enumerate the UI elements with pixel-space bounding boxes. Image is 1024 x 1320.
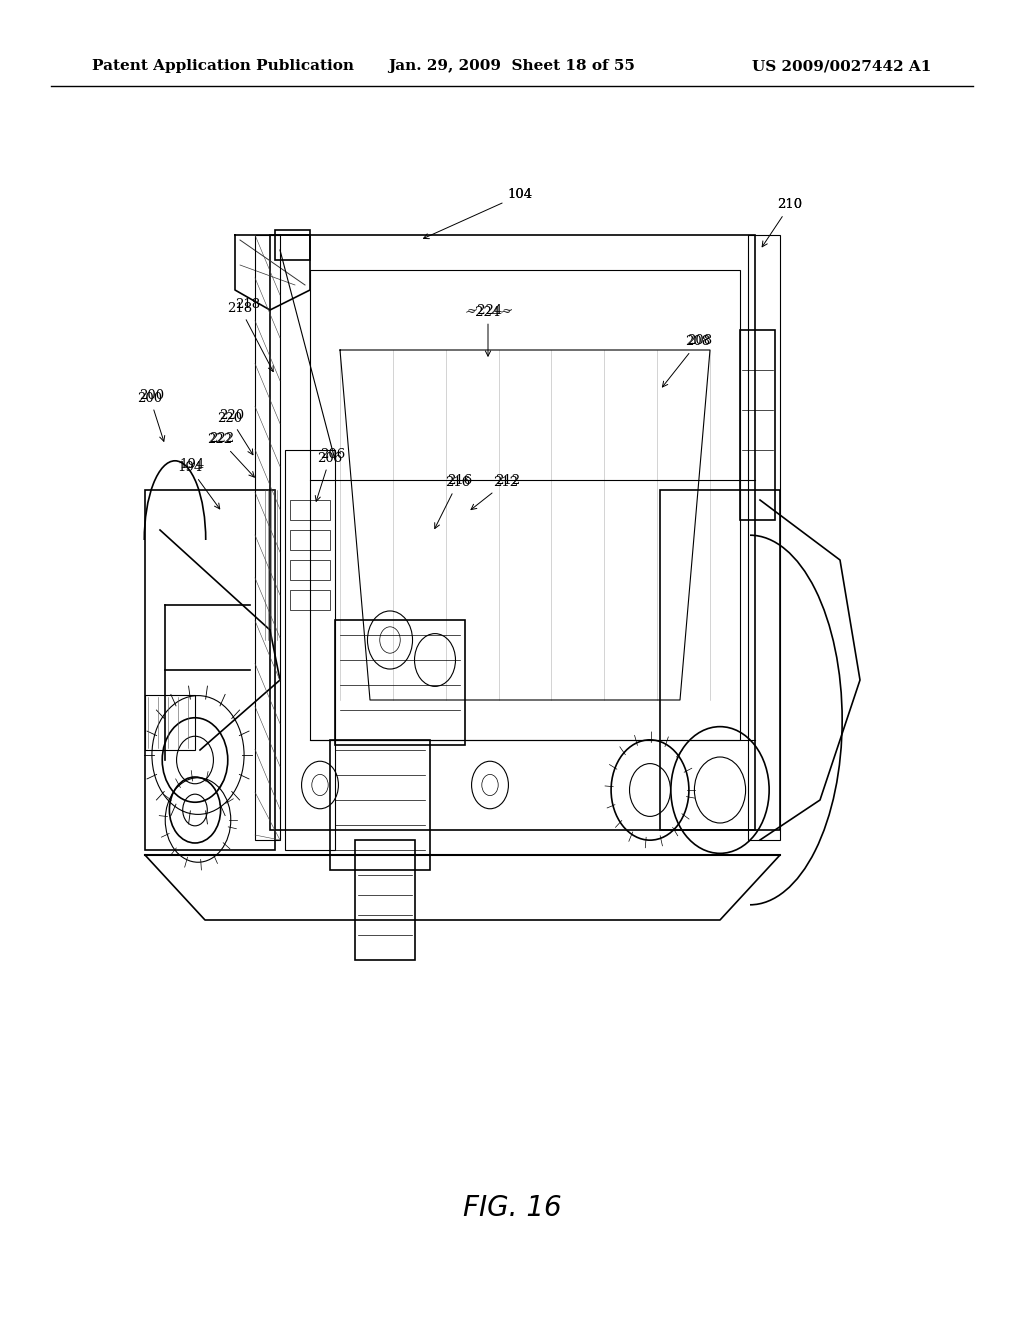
Bar <box>748 235 780 840</box>
Text: 222: 222 <box>208 433 254 477</box>
Text: 210: 210 <box>777 198 803 211</box>
Bar <box>290 500 330 520</box>
Text: Patent Application Publication: Patent Application Publication <box>92 59 354 74</box>
Text: 208: 208 <box>687 334 713 346</box>
Text: FIG. 16: FIG. 16 <box>463 1193 561 1222</box>
Text: Jan. 29, 2009  Sheet 18 of 55: Jan. 29, 2009 Sheet 18 of 55 <box>388 59 636 74</box>
Bar <box>660 490 780 830</box>
Text: 206: 206 <box>315 451 343 502</box>
Bar <box>145 696 195 750</box>
Bar <box>290 560 330 579</box>
Text: 200: 200 <box>137 392 165 441</box>
Text: 216: 216 <box>435 475 471 528</box>
Bar <box>285 450 335 850</box>
Text: ~224~: ~224~ <box>464 305 512 356</box>
Bar <box>740 330 775 520</box>
Text: 104: 104 <box>508 189 532 202</box>
Bar <box>335 620 465 744</box>
Text: 222: 222 <box>210 432 234 445</box>
Text: 212: 212 <box>471 475 518 510</box>
Text: 220: 220 <box>219 408 245 421</box>
Text: 218: 218 <box>227 301 273 371</box>
Text: 200: 200 <box>139 388 165 401</box>
Bar <box>275 230 310 260</box>
Text: 210: 210 <box>762 198 803 247</box>
Text: 218: 218 <box>236 298 260 312</box>
Text: 216: 216 <box>447 474 473 487</box>
Bar <box>330 741 430 870</box>
Bar <box>290 531 330 550</box>
Text: 104: 104 <box>424 189 532 239</box>
Text: US 2009/0027442 A1: US 2009/0027442 A1 <box>753 59 932 74</box>
Text: 206: 206 <box>321 449 346 462</box>
Bar <box>310 271 740 741</box>
Text: ~224~: ~224~ <box>466 304 514 317</box>
Text: 212: 212 <box>496 474 520 487</box>
Text: 208: 208 <box>663 335 711 387</box>
Text: 194: 194 <box>179 458 205 471</box>
Bar <box>355 840 415 960</box>
Text: 194: 194 <box>177 462 220 510</box>
Bar <box>255 235 280 840</box>
Text: 220: 220 <box>217 412 253 454</box>
Bar <box>270 235 755 830</box>
Bar <box>145 490 275 850</box>
Bar <box>290 590 330 610</box>
